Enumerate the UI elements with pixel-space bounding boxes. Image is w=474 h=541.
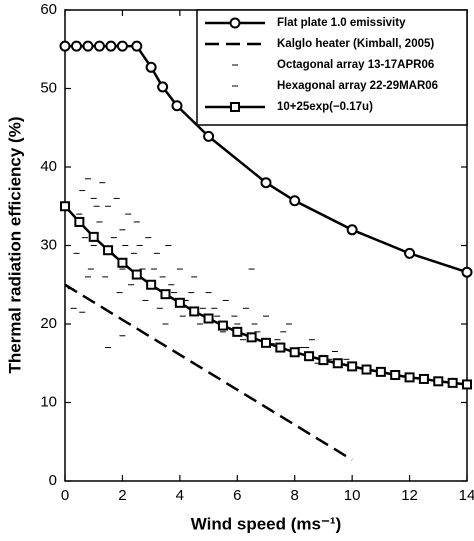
point [60,201,70,212]
y-tick-label: 60 [40,1,57,18]
point [347,361,358,372]
series-line [64,283,353,461]
point [146,279,157,290]
point [404,247,416,259]
point [332,358,343,369]
point [93,40,105,52]
y-tick-label: 0 [49,472,57,489]
point [304,351,315,362]
point [232,326,243,337]
legend-label: Octagonal array 13-17APR06 [277,59,434,71]
point [260,177,272,189]
point [157,81,169,93]
point [318,355,329,366]
y-tick-label: 40 [40,158,57,175]
point [203,313,214,324]
point [160,289,171,300]
x-tick-label: 8 [291,487,299,504]
y-tick-label: 30 [40,236,57,253]
point [88,231,99,242]
x-tick-label: 4 [176,487,184,504]
point [203,130,215,142]
point [289,195,301,207]
point [246,332,257,343]
legend-label: Flat plate 1.0 emissivity [277,17,406,29]
point [461,266,473,278]
series-line [64,205,468,386]
point [447,377,458,388]
legend-label: Kalglo heater (Kimball, 2005) [277,38,434,50]
point [261,337,271,348]
x-tick-label: 12 [401,487,418,504]
point [217,320,228,331]
point [74,216,85,227]
legend-label: Hexagonal array 22-29MAR06 [277,80,438,92]
point [418,373,429,384]
legend-marker [230,102,240,112]
point [103,245,114,256]
x-tick-label: 2 [118,487,126,504]
x-tick-label: 14 [459,487,474,504]
point [462,379,472,390]
point [59,40,71,52]
point [117,257,128,268]
legend-label: 10+25exp(−0.17u) [277,101,373,113]
point [174,297,185,308]
point [289,347,300,358]
point [131,269,142,280]
point [433,376,444,387]
x-tick-label: 6 [233,487,241,504]
point [171,100,183,112]
point [105,40,117,52]
y-tick-label: 10 [40,393,57,410]
y-tick-label: 20 [40,315,57,332]
point [145,61,157,73]
y-tick-label: 50 [40,79,57,96]
x-tick-label: 0 [61,487,69,504]
x-axis-label: Wind speed (ms⁻¹) [191,514,342,533]
point [116,40,128,52]
point [82,40,94,52]
legend-marker [229,17,241,29]
point [404,372,415,383]
point [346,224,358,236]
point [189,306,200,317]
point [361,364,372,375]
y-axis-label: Thermal radiation efficiency (%) [5,117,24,374]
point [70,40,82,52]
x-tick-label: 10 [344,487,361,504]
series-line [65,44,468,274]
point [390,370,401,381]
point [375,366,386,377]
point [275,342,286,353]
point [131,40,143,52]
